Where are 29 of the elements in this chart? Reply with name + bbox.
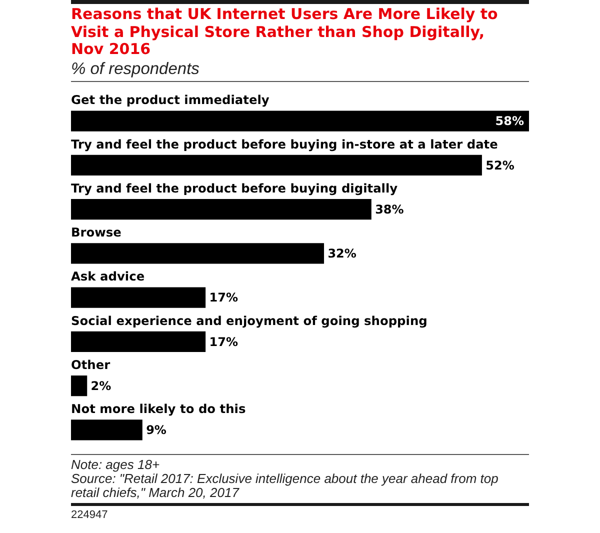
y-tick-label: Not more likely to do this xyxy=(71,402,246,416)
y-tick-label: Get the product immediately xyxy=(71,93,270,108)
chart-subtitle: % of respondents xyxy=(71,60,200,79)
bar xyxy=(71,198,372,220)
data-label: 17% xyxy=(209,334,238,349)
y-tick-label: Try and feel the product before buying in-store at a later date xyxy=(71,137,498,152)
source-note: Source: "Retail 2017: Exclusive intelligence about the year ahead from top retail chiefs," March 20, 2017 xyxy=(71,471,500,500)
data-label: 17% xyxy=(209,290,238,305)
bar xyxy=(71,375,88,396)
y-tick-label: Try and feel the product before buying digitally xyxy=(71,181,398,196)
bar xyxy=(71,420,142,440)
y-tick-label: Ask advice xyxy=(71,270,145,284)
chart-title: Reasons that UK Internet Users Are More Likely to Visit a Physical Store Rather than Shop Digitally, Nov 2016 xyxy=(71,5,499,58)
y-tick-label: Other xyxy=(71,358,110,372)
y-tick-label: Social experience and enjoyment of going shopping xyxy=(71,314,428,328)
data-label: 38% xyxy=(375,202,404,216)
text: 224947 xyxy=(71,508,109,522)
text: Note: ages 18+ xyxy=(71,457,161,472)
data-label: 2% xyxy=(90,378,112,393)
bar xyxy=(71,287,206,308)
data-label: 58% xyxy=(495,114,524,128)
data-label: 32% xyxy=(328,246,356,261)
y-tick-label: Browse xyxy=(71,226,122,240)
bar xyxy=(71,331,206,352)
data-label: 9% xyxy=(146,423,166,438)
bar xyxy=(71,243,324,264)
bar xyxy=(71,154,482,176)
data-label: 52% xyxy=(486,158,514,172)
bar xyxy=(71,110,529,132)
